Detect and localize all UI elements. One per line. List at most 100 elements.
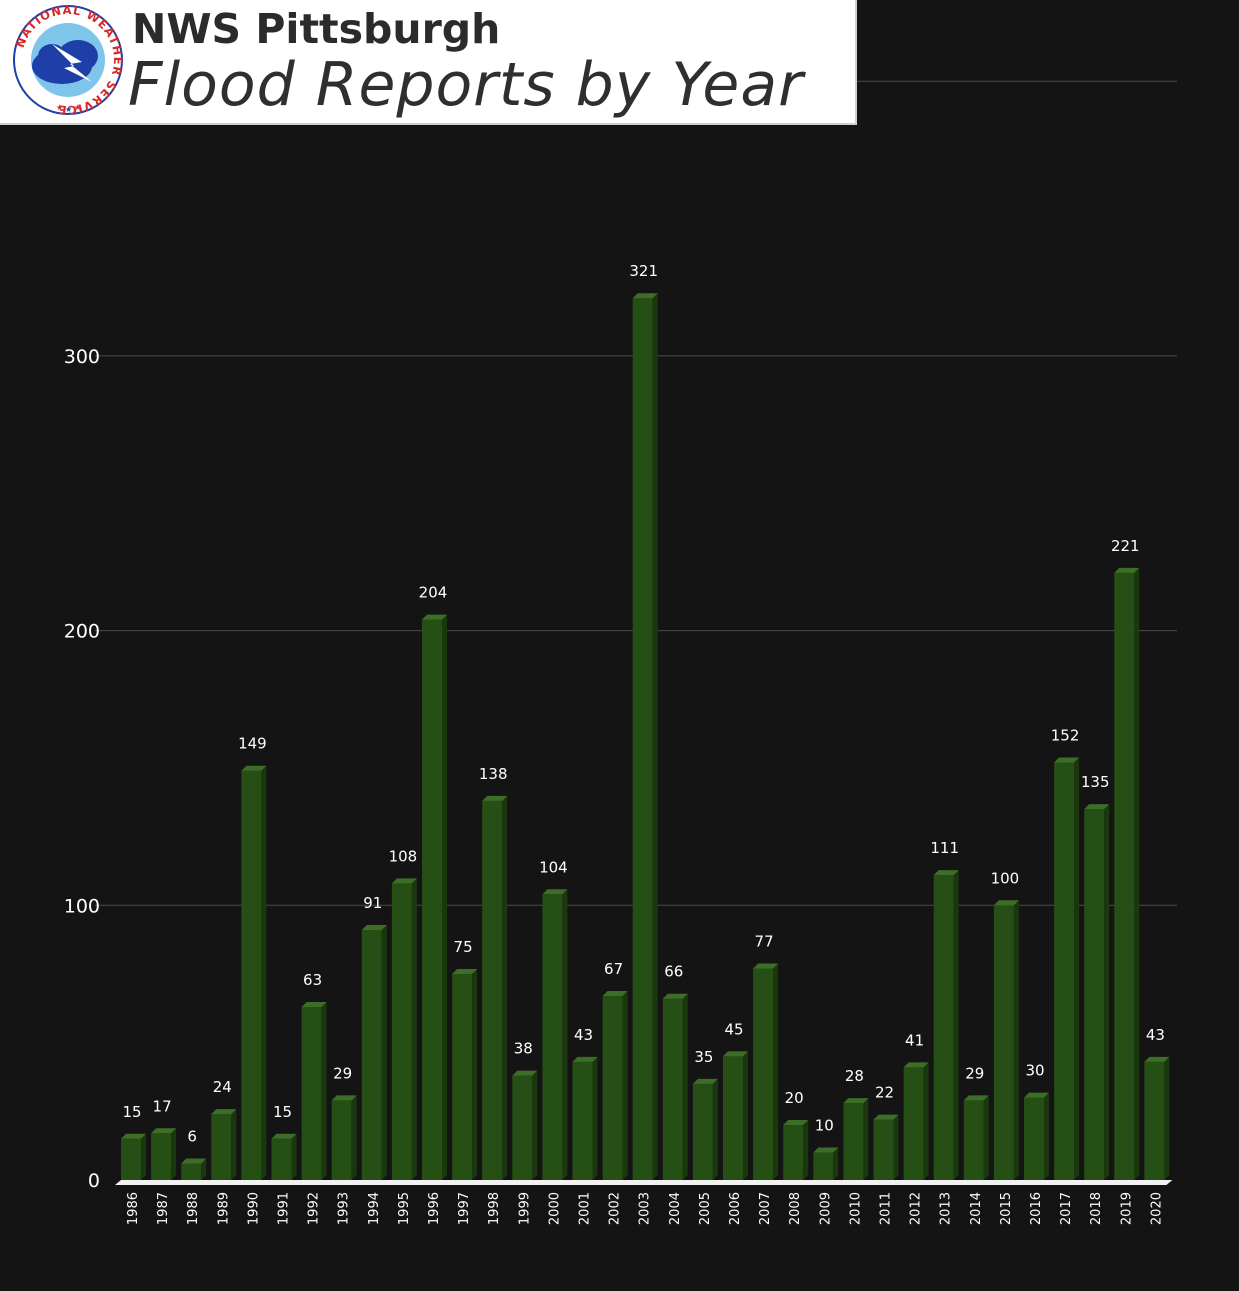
bar-front [512, 1075, 533, 1180]
bar-2007 [753, 963, 779, 1180]
bar-front [1054, 762, 1075, 1180]
bar-top [572, 1056, 598, 1062]
bar-front [1084, 809, 1105, 1180]
bar-top [813, 1147, 839, 1153]
bar-side [231, 1109, 237, 1180]
bar-front [723, 1056, 743, 1180]
bar-2001 [572, 1056, 598, 1180]
bar-top [422, 614, 447, 620]
bar-1998 [482, 795, 508, 1180]
x-tick-label-2019: 2019 [1119, 1192, 1134, 1225]
bar-side [442, 614, 447, 1180]
x-tick-label-1987: 1987 [156, 1192, 171, 1225]
bar-front [963, 1100, 984, 1180]
y-tick-label: 200 [64, 621, 100, 643]
bar-front [632, 298, 653, 1180]
x-tick-label-2015: 2015 [999, 1192, 1014, 1225]
bar-side [712, 1078, 718, 1180]
bar-2006 [723, 1051, 748, 1180]
data-label-2011: 22 [875, 1084, 894, 1102]
bar-2017 [1054, 757, 1080, 1180]
data-label-1989: 24 [213, 1078, 232, 1096]
bar-top [1144, 1056, 1170, 1062]
data-label-2006: 45 [724, 1020, 743, 1038]
bar-1996 [422, 614, 447, 1180]
data-label-1997: 75 [454, 938, 473, 956]
bar-top [542, 889, 568, 895]
bar-2016 [1024, 1092, 1049, 1180]
bar-front [482, 800, 503, 1180]
data-label-2005: 35 [694, 1048, 713, 1066]
bar-front [783, 1125, 804, 1180]
data-label-1994: 91 [363, 894, 382, 912]
bar-2015 [993, 900, 1019, 1180]
x-tick-label-2013: 2013 [939, 1192, 954, 1225]
bar-front [271, 1138, 292, 1180]
data-label-2004: 66 [664, 963, 683, 981]
data-label-1998: 138 [479, 765, 508, 783]
bar-top [933, 870, 959, 876]
chart-floor [115, 1180, 1173, 1185]
bar-2019 [1114, 567, 1140, 1180]
bar-front [422, 619, 442, 1180]
bars [121, 293, 1170, 1180]
bar-top [181, 1158, 207, 1164]
bar-top [903, 1062, 929, 1068]
data-label-2007: 77 [755, 932, 774, 950]
bar-front [993, 905, 1014, 1180]
bar-1993 [331, 1095, 357, 1180]
x-tick-label-2003: 2003 [638, 1192, 653, 1225]
bar-2002 [602, 990, 628, 1180]
bar-top [512, 1070, 538, 1076]
x-tick-label-2016: 2016 [1029, 1192, 1044, 1225]
bar-1995 [391, 878, 417, 1180]
bar-front [542, 894, 563, 1180]
bar-top [723, 1051, 748, 1057]
bar-front [241, 770, 262, 1180]
data-label-1992: 63 [303, 971, 322, 989]
bar-1988 [181, 1158, 207, 1180]
bar-1992 [301, 1001, 327, 1180]
bar-1989 [211, 1109, 237, 1180]
bar-front [662, 998, 683, 1180]
bar-side [773, 963, 779, 1180]
bar-side [743, 1051, 748, 1180]
x-tick-label-1991: 1991 [277, 1192, 292, 1225]
bar-side [893, 1114, 899, 1180]
data-label-2018: 135 [1081, 773, 1110, 791]
data-label-2016: 30 [1025, 1062, 1044, 1080]
data-label-2020: 43 [1146, 1026, 1165, 1044]
bar-side [351, 1095, 357, 1180]
bar-front [843, 1103, 864, 1180]
x-tick-label-2002: 2002 [608, 1192, 623, 1225]
bar-side [1104, 804, 1110, 1180]
y-tick-label: 100 [64, 895, 100, 917]
y-tick-label: 0 [88, 1170, 100, 1192]
x-axis-tick-labels: 1986 1987 1988 1989 1990 1991 1992 1993 1994 1995… [126, 1192, 1164, 1225]
bar-front [121, 1138, 141, 1180]
bar-front [361, 930, 382, 1180]
x-tick-label-1993: 1993 [337, 1192, 352, 1225]
data-label-2019: 221 [1111, 537, 1140, 555]
bar-side [141, 1133, 146, 1180]
bar-top [301, 1001, 327, 1007]
bar-top [151, 1128, 177, 1134]
bar-top [692, 1078, 718, 1084]
bar-side [1044, 1092, 1049, 1180]
x-tick-label-1996: 1996 [427, 1192, 442, 1225]
x-tick-label-2004: 2004 [668, 1192, 683, 1225]
bar-1987 [151, 1128, 177, 1180]
bar-side [381, 925, 387, 1180]
x-tick-label-2010: 2010 [848, 1192, 863, 1225]
data-label-1988: 6 [187, 1128, 197, 1146]
bar-side [472, 968, 478, 1180]
data-label-1995: 108 [389, 847, 418, 865]
bar-top [1084, 804, 1110, 810]
bar-1991 [271, 1133, 297, 1180]
bar-side [833, 1147, 839, 1180]
x-tick-label-2020: 2020 [1149, 1192, 1164, 1225]
data-label-2010: 28 [845, 1067, 864, 1085]
bar-top [993, 900, 1019, 906]
data-label-1990: 149 [238, 735, 267, 753]
bar-side [321, 1001, 327, 1180]
